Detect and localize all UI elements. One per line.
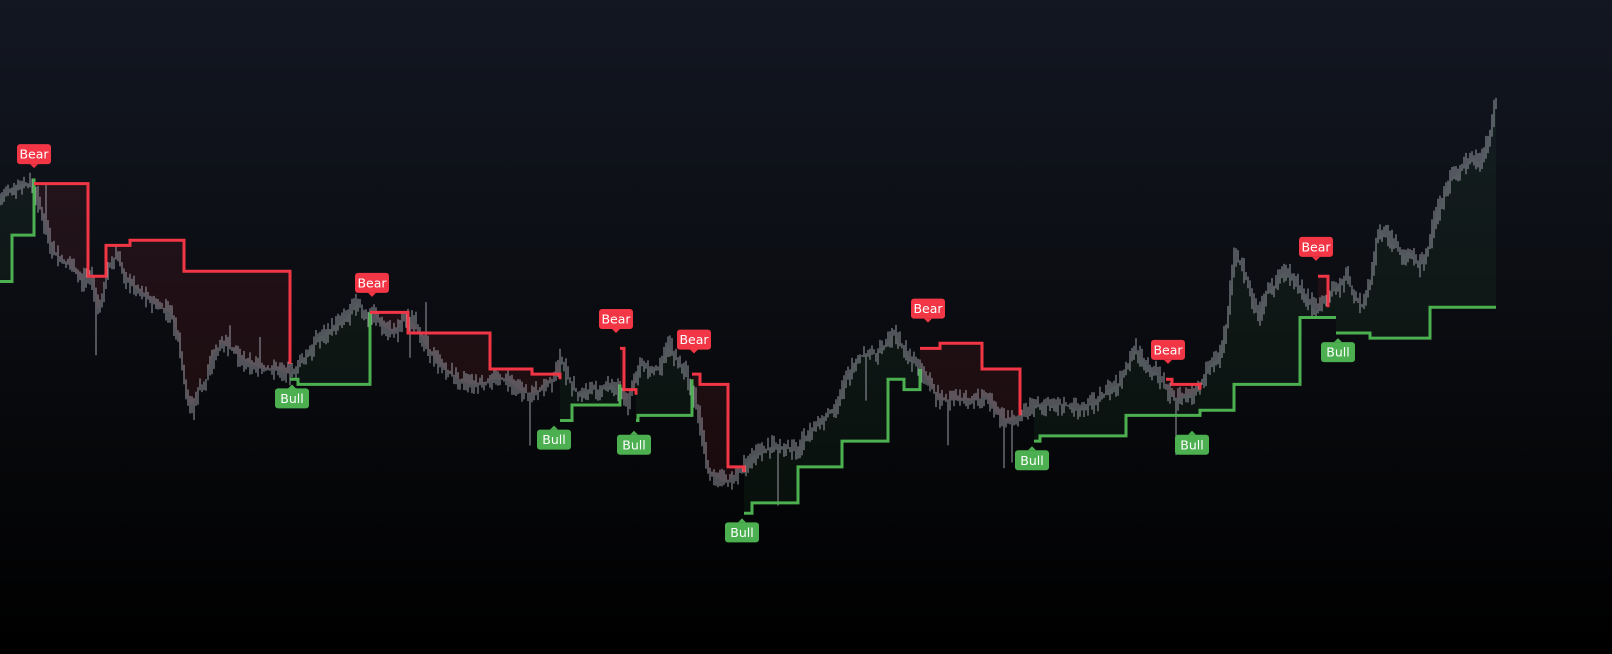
bull-trail-8	[744, 369, 922, 515]
signal-badge	[1151, 339, 1185, 360]
bull-signal-label: Bull	[725, 518, 759, 543]
bull-trail-2	[290, 312, 372, 386]
bear-signal-label: Bear	[911, 298, 945, 323]
signal-badge	[537, 429, 571, 450]
signal-pointer	[550, 425, 558, 430]
bear-trail-7	[692, 372, 746, 472]
bear-signal-label: Bear	[677, 329, 711, 354]
bear-trail-9	[920, 341, 1022, 416]
signal-text: Bear	[19, 147, 49, 162]
signal-badge	[677, 329, 711, 350]
signal-text: Bear	[1153, 342, 1183, 357]
signal-pointer	[1028, 446, 1036, 451]
trend-fill-bull-0	[0, 178, 34, 282]
signal-badge	[355, 272, 389, 293]
signal-text: Bear	[1301, 239, 1331, 254]
trend-fill-bull-2	[290, 302, 370, 385]
signal-pointer	[1312, 256, 1320, 261]
bear-signal-label: Bear	[1299, 236, 1333, 261]
signal-badge	[911, 298, 945, 319]
bull-signal-label: Bull	[1321, 338, 1355, 363]
signal-badge	[1175, 434, 1209, 455]
bull-signal-label: Bull	[537, 425, 571, 450]
bull-trail-13	[1336, 305, 1496, 340]
bear-trail-1	[34, 182, 292, 364]
bull-trail-4	[560, 384, 622, 422]
bear-trail-12	[1318, 274, 1330, 308]
bull-signal-label: Bull	[275, 384, 309, 409]
bull-trail-10	[1034, 316, 1336, 443]
signal-pointer	[1334, 338, 1342, 343]
signal-badge	[617, 434, 651, 455]
bear-trail-11	[1166, 377, 1202, 390]
bear-trail-3	[370, 310, 562, 380]
signal-badge	[1321, 342, 1355, 363]
trend-fill-bear-1	[34, 183, 290, 405]
signal-pointer	[368, 292, 376, 297]
signal-text: Bull	[1020, 453, 1043, 468]
signal-badge	[1299, 236, 1333, 257]
signal-pointer	[30, 164, 38, 169]
signal-text: Bull	[280, 391, 303, 406]
signal-label-group: Bear Bull Bear Bull Bear Bull Bear Bull Bear Bull…	[17, 144, 1355, 543]
trend-fill-group	[0, 101, 1496, 514]
signal-text: Bear	[913, 301, 943, 316]
signal-text: Bull	[1326, 345, 1349, 360]
signal-text: Bull	[730, 525, 753, 540]
trend-fill-bear-9	[920, 343, 1020, 421]
trend-fill-bull-8	[744, 335, 920, 514]
signal-pointer	[1164, 359, 1172, 364]
bull-signal-label: Bull	[1015, 446, 1049, 471]
signal-text: Bear	[679, 332, 709, 347]
bear-signal-label: Bear	[599, 309, 633, 333]
signal-text: Bear	[601, 312, 631, 327]
bear-signal-label: Bear	[1151, 339, 1185, 364]
bull-trail-6	[636, 379, 694, 422]
trend-line-group	[0, 178, 1496, 515]
trend-fill-bear-7	[692, 374, 744, 483]
bull-trail-0	[0, 178, 36, 283]
bull-signal-label: Bull	[1175, 430, 1209, 455]
signal-pointer	[924, 318, 932, 323]
signal-pointer	[630, 430, 638, 435]
signal-text: Bull	[1180, 437, 1203, 452]
signal-text: Bull	[622, 437, 645, 452]
signal-pointer	[288, 384, 296, 389]
signal-pointer	[1188, 430, 1196, 435]
signal-badge	[275, 388, 309, 409]
signal-pointer	[612, 328, 620, 333]
bear-signal-label: Bear	[17, 144, 51, 169]
signal-badge	[1015, 450, 1049, 471]
signal-text: Bear	[357, 275, 387, 290]
signal-pointer	[690, 349, 698, 354]
price-series-group	[0, 97, 1497, 506]
signal-badge	[599, 309, 633, 329]
bull-signal-label: Bull	[617, 430, 651, 455]
bear-signal-label: Bear	[355, 272, 389, 297]
bear-trail-5	[620, 346, 638, 395]
signal-badge	[17, 144, 51, 165]
trend-fill-bull-13	[1336, 101, 1496, 339]
signal-text: Bull	[542, 432, 565, 447]
signal-badge	[725, 522, 759, 543]
signal-pointer	[738, 518, 746, 523]
